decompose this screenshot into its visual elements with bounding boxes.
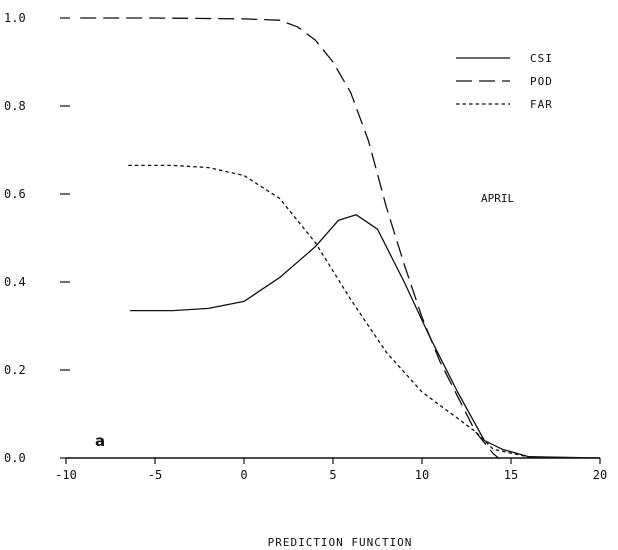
series-line-far <box>128 164 601 459</box>
series-line-csi <box>130 214 601 459</box>
legend-label-pod: POD <box>530 75 553 88</box>
y-tick-label: 0.8 <box>4 99 26 113</box>
x-axis-title: PREDICTION FUNCTION <box>268 536 413 549</box>
panel-label: a <box>95 432 105 450</box>
x-tick-label: -5 <box>148 468 162 482</box>
x-tick-label: -10 <box>55 468 77 482</box>
legend: CSI POD FAR <box>456 52 553 111</box>
x-tick-label: 10 <box>415 468 429 482</box>
y-tick-label: 0.0 <box>4 451 26 465</box>
series-layer <box>80 17 601 459</box>
y-tick-label: 0.6 <box>4 187 26 201</box>
x-tick-label: 5 <box>329 468 336 482</box>
x-tick-label: 0 <box>240 468 247 482</box>
legend-label-csi: CSI <box>530 52 553 65</box>
annotation-april: APRIL <box>481 192 514 205</box>
series-line-pod <box>80 17 499 459</box>
y-tick-label: 0.2 <box>4 363 26 377</box>
legend-label-far: FAR <box>530 98 553 111</box>
x-tick-label: 20 <box>593 468 607 482</box>
y-tick-label: 0.4 <box>4 275 26 289</box>
axes: -10 -5 0 5 10 15 20 0.0 0.2 0.4 0.6 0.8 1.0 <box>4 11 607 482</box>
y-tick-label: 1.0 <box>4 11 26 25</box>
x-tick-label: 15 <box>504 468 518 482</box>
